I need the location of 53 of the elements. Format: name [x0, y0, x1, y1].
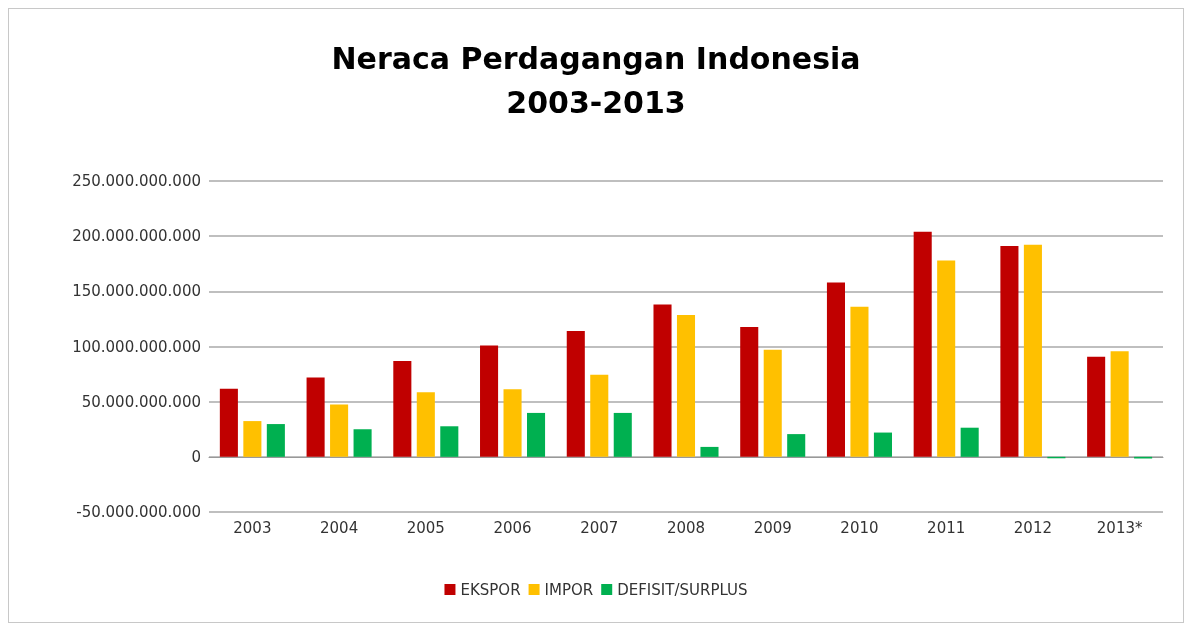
y-tick-label: 100.000.000.000: [72, 337, 201, 356]
bar: [613, 412, 632, 457]
x-tick-label: 2003: [233, 518, 272, 537]
x-tick-label: 2013*: [1096, 518, 1143, 537]
x-tick-label: 2004: [320, 518, 359, 537]
bar: [440, 426, 459, 457]
bar: [566, 331, 585, 457]
bar: [653, 304, 672, 457]
bar: [676, 314, 696, 457]
bar: [1110, 351, 1129, 457]
bar: [243, 421, 262, 457]
bar: [503, 389, 522, 457]
y-tick-label: -50.000.000.000: [76, 503, 201, 521]
x-tick-label: 2006: [493, 518, 532, 537]
legend-label: EKSPOR: [460, 580, 521, 599]
x-tick-label: 2012: [1013, 518, 1052, 537]
bar: [787, 434, 806, 457]
x-tick-label: 2008: [666, 518, 706, 537]
x-tick-label: 2009: [753, 518, 792, 537]
bar: [480, 345, 499, 457]
bar: [937, 260, 956, 457]
bar: [960, 427, 979, 457]
chart-title: Neraca Perdagangan Indonesia 2003-2013: [331, 40, 861, 120]
bar: [913, 231, 932, 457]
bar: [826, 282, 845, 457]
bar: [306, 377, 325, 457]
y-tick-label: 0: [191, 447, 201, 466]
bar: [527, 412, 546, 457]
bar: [873, 432, 892, 457]
x-tick-label: 2005: [406, 518, 445, 537]
x-tick-label: 2007: [580, 518, 619, 537]
bar: [219, 388, 238, 457]
legend-label: IMPOR: [544, 580, 594, 599]
bar: [330, 404, 349, 457]
bar: [1087, 356, 1106, 457]
y-tick-label: 50.000.000.000: [81, 392, 201, 411]
bar: [740, 327, 759, 457]
y-tick-label: 200.000.000.000: [72, 227, 201, 246]
bar: [353, 429, 372, 457]
bar: [393, 361, 412, 457]
y-tick-label: 150.000.000.000: [72, 282, 201, 301]
bar: [700, 446, 719, 457]
y-tick-label: 250.000.000.000: [72, 172, 201, 190]
bar: [1000, 246, 1019, 457]
bar: [763, 349, 782, 457]
bar: [1023, 244, 1042, 457]
bar: [590, 374, 609, 457]
legend-label: DEFISIT/SURPLUS: [617, 580, 748, 599]
bar: [266, 424, 285, 457]
bar: [850, 306, 869, 457]
x-tick-label: 2010: [840, 518, 879, 537]
bar: [416, 392, 435, 457]
x-tick-label: 2011: [927, 518, 966, 537]
